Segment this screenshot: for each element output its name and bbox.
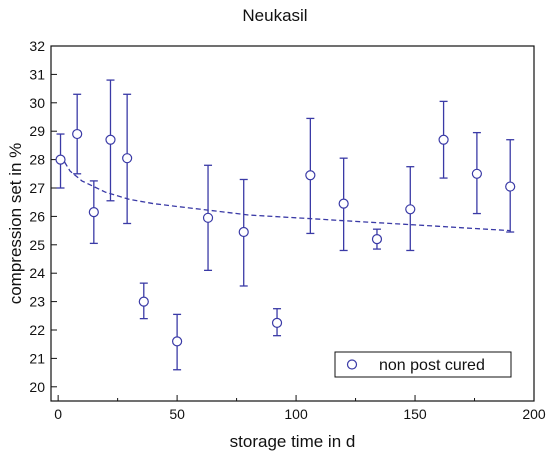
data-point bbox=[105, 79, 116, 202]
x-tick-label: 50 bbox=[169, 406, 185, 422]
y-tick-label: 23 bbox=[29, 294, 45, 310]
data-marker bbox=[122, 153, 133, 164]
data-marker bbox=[305, 170, 316, 181]
data-point bbox=[471, 131, 482, 215]
data-marker bbox=[72, 128, 83, 140]
y-tick-label: 32 bbox=[29, 38, 45, 54]
data-marker bbox=[88, 207, 99, 218]
axis-ticks: 0 50 100 150 200 20 21 22 23 24 25 26 27 28 29 30 31 32 bbox=[29, 38, 545, 422]
data-marker bbox=[471, 168, 482, 179]
data-point bbox=[72, 93, 83, 175]
x-tick-label: 0 bbox=[54, 406, 62, 422]
y-tick-label: 26 bbox=[29, 208, 45, 224]
data-marker bbox=[55, 154, 66, 165]
data-marker bbox=[271, 317, 283, 328]
x-tick-label: 150 bbox=[403, 406, 427, 422]
legend-box bbox=[334, 351, 512, 378]
data-point bbox=[88, 180, 99, 245]
data-point bbox=[138, 282, 149, 320]
data-marker bbox=[505, 181, 516, 192]
data-marker bbox=[238, 226, 249, 238]
x-tick-label: 100 bbox=[284, 406, 308, 422]
data-marker bbox=[438, 134, 449, 145]
data-point bbox=[338, 157, 349, 252]
fit-line-group bbox=[59, 154, 511, 232]
y-tick-label: 27 bbox=[29, 180, 45, 196]
legend-label: non post cured bbox=[379, 357, 485, 374]
y-tick-label: 22 bbox=[29, 322, 45, 338]
y-tick-label: 31 bbox=[29, 66, 45, 82]
data-point bbox=[405, 166, 416, 252]
y-axis-label: compression set in % bbox=[6, 143, 25, 305]
data-point bbox=[505, 139, 516, 233]
data-series-group bbox=[55, 79, 516, 371]
y-tick-label: 21 bbox=[29, 350, 45, 366]
y-tick-label: 30 bbox=[29, 95, 45, 111]
data-point bbox=[202, 164, 214, 272]
data-marker bbox=[105, 134, 116, 145]
legend: non post cured bbox=[334, 351, 512, 378]
data-marker bbox=[138, 296, 149, 307]
chart-title: Neukasil bbox=[242, 6, 308, 25]
legend-marker-icon bbox=[346, 359, 358, 370]
fit-line bbox=[59, 154, 511, 232]
y-tick-label: 24 bbox=[29, 265, 45, 281]
data-point bbox=[172, 313, 183, 371]
data-point bbox=[122, 93, 133, 225]
data-point bbox=[438, 100, 449, 179]
plot-frame bbox=[50, 45, 535, 402]
data-point bbox=[55, 133, 66, 189]
data-marker bbox=[338, 198, 349, 209]
data-marker bbox=[371, 234, 383, 245]
data-point bbox=[305, 117, 316, 235]
x-tick-label: 200 bbox=[522, 406, 546, 422]
data-marker bbox=[202, 212, 214, 223]
y-tick-label: 28 bbox=[29, 152, 45, 168]
data-marker bbox=[172, 336, 183, 347]
x-axis-label: storage time in d bbox=[230, 432, 356, 451]
y-tick-label: 29 bbox=[29, 123, 45, 139]
data-point bbox=[271, 308, 283, 337]
data-marker bbox=[405, 204, 416, 215]
data-point bbox=[238, 178, 249, 287]
y-tick-label: 20 bbox=[29, 379, 45, 395]
data-point bbox=[371, 228, 383, 250]
y-tick-label: 25 bbox=[29, 237, 45, 253]
